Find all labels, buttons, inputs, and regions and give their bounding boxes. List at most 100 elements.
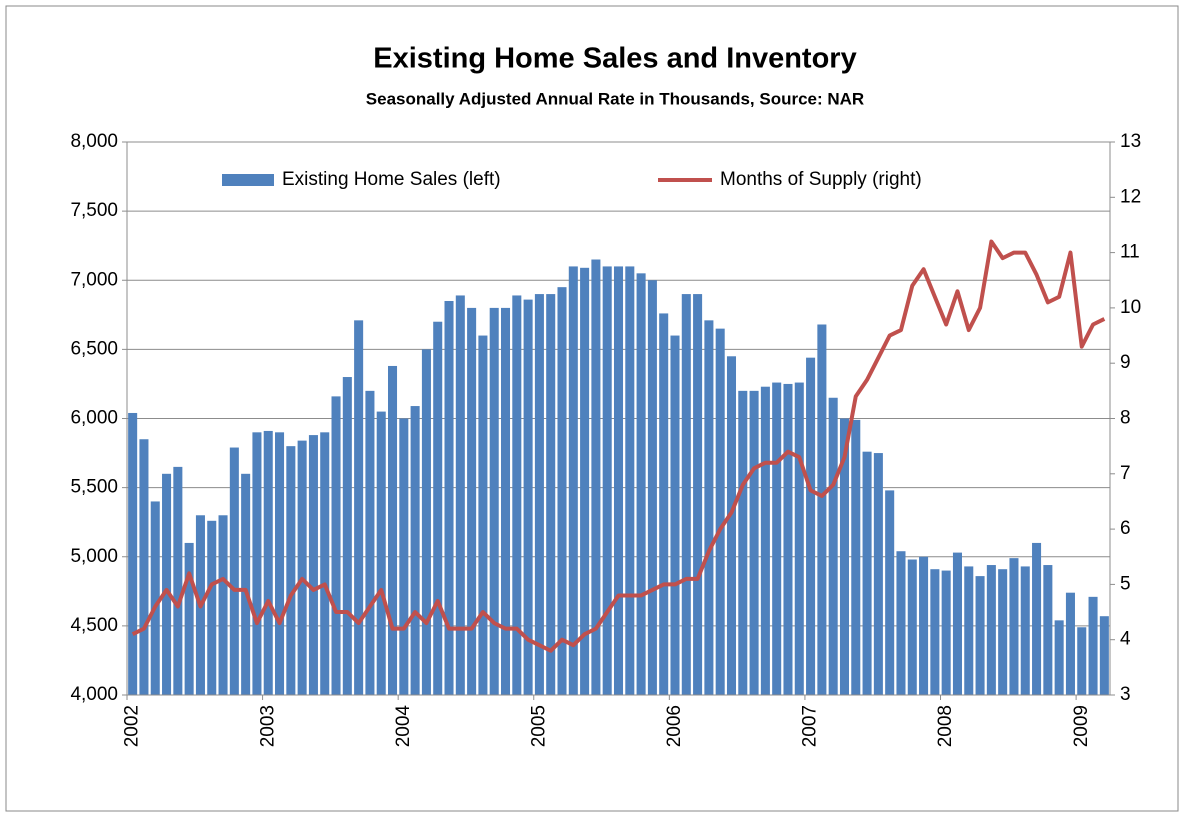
- y2-tick-label: 11: [1120, 242, 1140, 263]
- bar: [794, 382, 804, 695]
- bar: [783, 383, 793, 695]
- legend-swatch: [222, 174, 274, 186]
- bar: [241, 473, 251, 695]
- bar: [760, 386, 770, 695]
- bar: [907, 559, 917, 695]
- bar: [839, 418, 849, 695]
- bar: [885, 490, 895, 695]
- x-tick-label: 2007: [800, 705, 821, 747]
- bar: [670, 335, 680, 695]
- y-tick-label: 4,500: [70, 615, 118, 636]
- bar: [150, 501, 160, 695]
- bar: [1065, 592, 1075, 695]
- bar: [275, 432, 285, 695]
- y2-tick-label: 6: [1120, 518, 1131, 539]
- bar: [693, 294, 703, 695]
- bar: [862, 451, 872, 695]
- y-tick-label: 4,000: [70, 684, 118, 705]
- bar: [1032, 542, 1042, 695]
- bar: [896, 551, 906, 695]
- x-tick-label: 2003: [257, 705, 278, 747]
- bar: [659, 313, 669, 695]
- bar: [467, 307, 477, 695]
- bar: [941, 570, 951, 695]
- y-tick-label: 5,000: [70, 546, 118, 567]
- bar: [173, 466, 183, 695]
- bar: [354, 320, 364, 695]
- x-tick-label: 2002: [122, 705, 143, 747]
- bar: [444, 300, 454, 695]
- bar: [772, 382, 782, 695]
- bar: [376, 411, 386, 695]
- bar: [433, 321, 443, 695]
- y-tick-label: 6,000: [70, 408, 118, 429]
- y2-tick-label: 10: [1120, 297, 1141, 318]
- bar: [726, 356, 737, 695]
- bar: [399, 418, 409, 695]
- y2-tick-label: 12: [1120, 186, 1141, 207]
- bar: [1043, 565, 1053, 695]
- bar: [613, 266, 624, 695]
- bar: [1054, 620, 1064, 695]
- y2-tick-label: 13: [1120, 131, 1141, 152]
- bar: [975, 576, 985, 695]
- bar: [952, 552, 962, 695]
- bar: [128, 412, 138, 695]
- x-tick-label: 2004: [393, 705, 414, 748]
- bar: [681, 294, 691, 695]
- bar: [218, 515, 228, 695]
- bar: [828, 397, 838, 695]
- bar: [930, 569, 940, 695]
- bar: [873, 453, 883, 695]
- y-tick-label: 7,500: [70, 200, 118, 221]
- bar: [580, 267, 590, 695]
- bar: [568, 266, 578, 695]
- line: [131, 239, 1106, 653]
- bar: [286, 446, 296, 695]
- bar: [534, 294, 544, 695]
- bar: [591, 259, 601, 695]
- bar: [817, 324, 827, 695]
- bar: [342, 377, 352, 695]
- x-tick-label: 2005: [528, 705, 549, 747]
- bar: [998, 569, 1008, 695]
- bar: [455, 295, 465, 695]
- y2-tick-label: 8: [1120, 408, 1131, 429]
- y-tick-label: 8,000: [70, 131, 118, 152]
- x-tick-label: 2008: [935, 705, 956, 747]
- y-tick-label: 6,500: [70, 338, 118, 359]
- bar: [986, 565, 996, 695]
- bar: [162, 473, 172, 695]
- bar: [964, 566, 974, 695]
- legend-label: Months of Supply (right): [720, 169, 922, 190]
- bar: [320, 432, 330, 695]
- bar: [851, 419, 861, 695]
- bar: [704, 320, 714, 695]
- bar: [738, 390, 748, 695]
- bar: [410, 406, 420, 695]
- bar: [602, 266, 612, 695]
- bar: [1088, 596, 1098, 695]
- bar: [365, 390, 375, 695]
- y2-tick-label: 9: [1120, 352, 1131, 373]
- bar: [749, 390, 759, 695]
- bar: [625, 266, 635, 695]
- bar: [806, 357, 816, 695]
- bar: [1009, 558, 1019, 695]
- bar: [512, 295, 522, 695]
- y2-tick-label: 4: [1120, 629, 1131, 650]
- bar: [715, 328, 725, 695]
- chart-subtitle: Seasonally Adjusted Annual Rate in Thous…: [366, 89, 864, 108]
- x-tick-label: 2006: [664, 705, 685, 747]
- x-tick-label: 2009: [1071, 705, 1092, 747]
- bar: [263, 430, 273, 695]
- bar: [647, 280, 657, 695]
- bar: [489, 307, 499, 695]
- y2-tick-label: 3: [1120, 684, 1131, 705]
- bar: [207, 520, 217, 695]
- y-tick-label: 7,000: [70, 269, 118, 290]
- chart-title: Existing Home Sales and Inventory: [373, 43, 856, 75]
- bar: [252, 432, 262, 695]
- bar: [478, 335, 488, 695]
